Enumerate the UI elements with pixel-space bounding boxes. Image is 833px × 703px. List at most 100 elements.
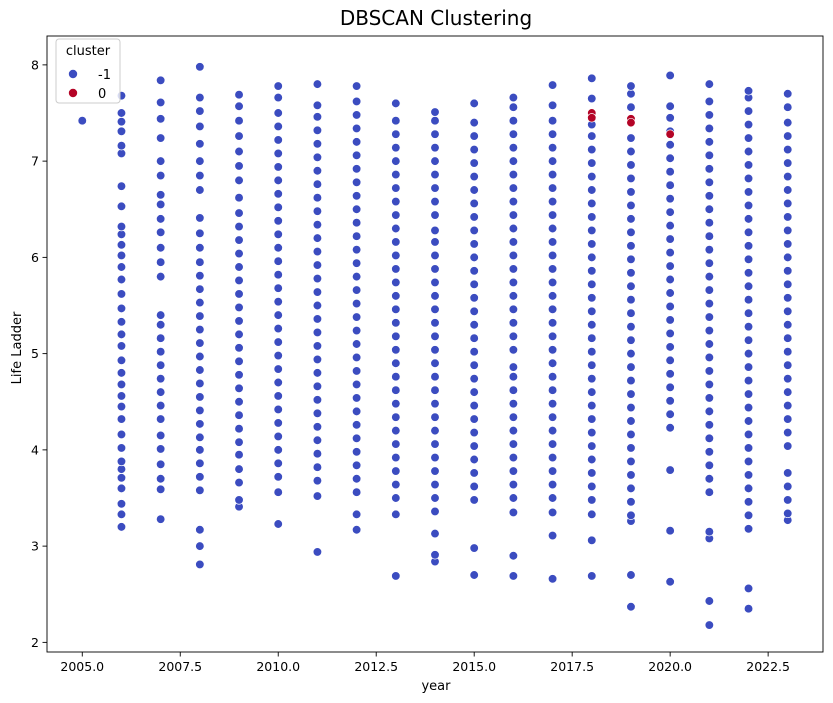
data-point-cluster-minus1 bbox=[156, 75, 166, 85]
data-point-cluster-minus1 bbox=[351, 81, 362, 91]
data-point-cluster-minus1 bbox=[469, 468, 479, 478]
data-point-cluster-minus1 bbox=[116, 379, 127, 390]
data-point-cluster-minus1 bbox=[508, 345, 519, 355]
data-point-cluster-minus1 bbox=[783, 158, 793, 168]
data-point-cluster-minus1 bbox=[273, 297, 283, 307]
data-point-cluster-minus1 bbox=[547, 142, 558, 153]
data-point-cluster-minus1 bbox=[704, 285, 714, 295]
data-point-cluster-minus1 bbox=[195, 485, 205, 495]
data-point-cluster-minus1 bbox=[273, 189, 283, 199]
y-tick-label: 3 bbox=[31, 539, 39, 554]
y-tick-label: 8 bbox=[31, 57, 39, 72]
data-point-cluster-minus1 bbox=[783, 131, 793, 141]
data-point-cluster-minus1 bbox=[430, 277, 440, 288]
data-point-cluster-minus1 bbox=[587, 360, 597, 370]
data-point-cluster-minus1 bbox=[469, 333, 479, 343]
data-point-cluster-minus1 bbox=[312, 206, 323, 216]
data-point-cluster-minus1 bbox=[626, 429, 636, 440]
data-point-cluster-minus1 bbox=[391, 116, 401, 126]
data-point-cluster-minus1 bbox=[469, 570, 479, 580]
data-point-cluster-minus1 bbox=[351, 433, 362, 443]
data-point-cluster-minus1 bbox=[273, 431, 283, 442]
data-point-cluster-minus1 bbox=[77, 116, 87, 126]
legend-frame bbox=[55, 38, 121, 104]
data-point-cluster-minus1 bbox=[665, 526, 675, 536]
data-point-cluster-minus1 bbox=[626, 335, 636, 345]
data-point-cluster-minus1 bbox=[704, 393, 714, 403]
data-point-cluster-minus1 bbox=[312, 125, 323, 135]
data-point-cluster-minus1 bbox=[312, 139, 323, 149]
data-point-cluster-minus1 bbox=[547, 277, 558, 288]
data-point-cluster-minus1 bbox=[704, 177, 714, 187]
data-point-cluster-minus1 bbox=[430, 412, 440, 422]
data-point-cluster-minus1 bbox=[156, 414, 166, 424]
data-point-cluster-minus1 bbox=[195, 228, 205, 238]
data-point-cluster-minus1 bbox=[312, 314, 323, 324]
data-point-cluster-minus1 bbox=[547, 372, 558, 382]
data-point-cluster-minus1 bbox=[312, 422, 323, 432]
data-point-cluster-minus1 bbox=[195, 213, 205, 223]
data-point-cluster-minus1 bbox=[116, 289, 127, 299]
data-point-cluster-minus1 bbox=[430, 318, 440, 328]
data-point-cluster-minus1 bbox=[351, 204, 362, 214]
data-point-cluster-minus1 bbox=[391, 98, 401, 109]
data-point-cluster-minus1 bbox=[116, 317, 127, 327]
data-point-cluster-minus1 bbox=[743, 510, 754, 520]
data-point-cluster-minus1 bbox=[547, 331, 558, 341]
data-point-cluster-minus1 bbox=[665, 234, 675, 244]
data-point-cluster-minus1 bbox=[234, 235, 244, 245]
data-point-cluster-minus1 bbox=[312, 327, 323, 338]
data-point-cluster-minus1 bbox=[547, 196, 558, 207]
data-point-cluster-minus1 bbox=[195, 405, 205, 416]
data-point-cluster-minus1 bbox=[234, 316, 244, 326]
data-point-cluster-minus1 bbox=[508, 210, 519, 220]
data-point-cluster-minus1 bbox=[312, 219, 323, 230]
data-point-cluster-minus1 bbox=[665, 194, 675, 204]
data-point-cluster-minus1 bbox=[743, 429, 754, 440]
data-point-cluster-minus1 bbox=[116, 141, 127, 151]
data-point-cluster-minus1 bbox=[430, 425, 440, 436]
data-point-cluster-minus1 bbox=[430, 107, 440, 117]
data-point-cluster-minus1 bbox=[234, 248, 244, 259]
data-point-cluster-minus1 bbox=[547, 183, 558, 193]
data-point-cluster-minus1 bbox=[626, 160, 636, 170]
data-point-cluster-minus1 bbox=[783, 102, 793, 112]
data-point-cluster-minus1 bbox=[469, 98, 479, 109]
data-point-cluster-minus1 bbox=[273, 148, 283, 159]
data-point-cluster-minus1 bbox=[351, 285, 362, 295]
data-point-cluster-minus1 bbox=[783, 427, 793, 438]
data-point-cluster-minus1 bbox=[469, 454, 479, 465]
data-point-cluster-minus1 bbox=[391, 318, 401, 328]
data-point-cluster-minus1 bbox=[273, 487, 283, 497]
data-point-cluster-minus1 bbox=[195, 559, 205, 570]
data-point-cluster-minus1 bbox=[156, 444, 166, 454]
data-point-cluster-minus1 bbox=[704, 352, 714, 363]
data-point-cluster-minus1 bbox=[587, 293, 597, 303]
data-point-cluster-minus1 bbox=[704, 110, 714, 120]
data-point-cluster-minus1 bbox=[469, 117, 479, 128]
data-point-cluster-minus1 bbox=[195, 392, 205, 402]
data-point-cluster-minus1 bbox=[116, 483, 127, 494]
data-point-cluster-minus1 bbox=[508, 439, 519, 449]
data-point-cluster-minus1 bbox=[351, 231, 362, 241]
data-point-cluster-minus1 bbox=[626, 295, 636, 305]
data-point-cluster-minus1 bbox=[234, 289, 244, 299]
data-point-cluster-minus1 bbox=[743, 173, 754, 184]
data-point-cluster-minus1 bbox=[469, 185, 479, 195]
data-point-cluster-minus1 bbox=[508, 452, 519, 463]
data-point-cluster-minus1 bbox=[469, 347, 479, 357]
data-point-cluster-minus1 bbox=[508, 372, 519, 382]
data-point-cluster-minus1 bbox=[665, 288, 675, 298]
data-point-cluster-minus1 bbox=[704, 339, 714, 349]
data-point-cluster-minus1 bbox=[430, 156, 440, 166]
data-point-cluster-minus1 bbox=[430, 250, 440, 261]
data-point-cluster-minus1 bbox=[626, 200, 636, 211]
data-point-cluster-minus1 bbox=[430, 452, 440, 463]
data-point-cluster-minus1 bbox=[547, 493, 558, 503]
data-point-cluster-minus1 bbox=[430, 183, 440, 193]
data-point-cluster-minus1 bbox=[547, 210, 558, 220]
data-point-cluster-minus1 bbox=[626, 510, 636, 520]
data-point-cluster-minus1 bbox=[391, 210, 401, 220]
data-point-cluster-minus1 bbox=[312, 341, 323, 351]
data-point-cluster-minus1 bbox=[626, 497, 636, 507]
